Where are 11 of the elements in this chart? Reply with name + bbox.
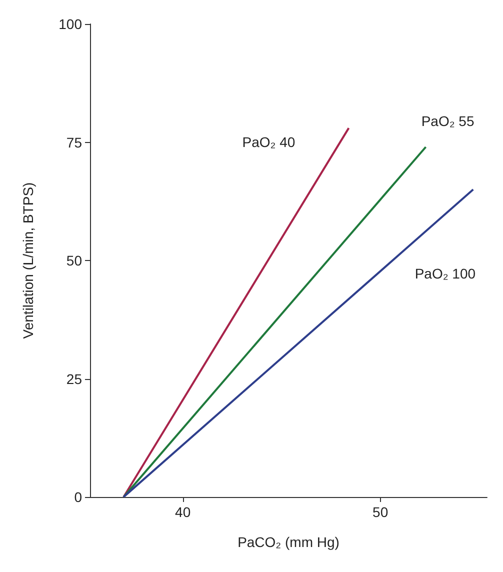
y-tick-label: 75 [66, 134, 82, 150]
x-tick-label: 40 [175, 504, 191, 520]
x-axis-title: PaCO₂ (mm Hg) [238, 534, 340, 550]
y-tick-label: 50 [66, 252, 82, 268]
series-label: PaO₂ 55 [421, 112, 474, 129]
y-axis-title: Ventilation (L/min, BTPS) [20, 182, 36, 339]
y-tick-label: 100 [58, 16, 82, 32]
series-label: PaO₂ 100 [414, 266, 476, 282]
y-tick-label: 0 [74, 489, 82, 505]
text: PaO₂ 40 [242, 134, 296, 150]
y-tick-label: 25 [66, 370, 82, 387]
